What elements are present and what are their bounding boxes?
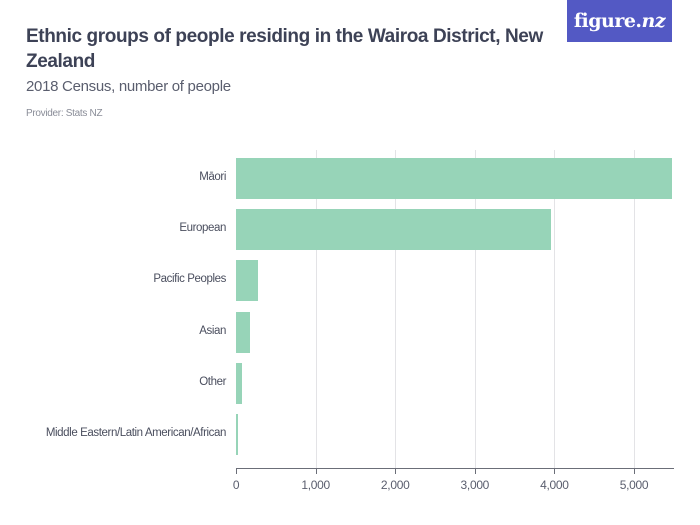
category-label: Pacific Peoples — [153, 273, 226, 286]
chart-subtitle: 2018 Census, number of people — [26, 78, 231, 95]
gridline — [634, 150, 635, 468]
x-tick-label: 3,000 — [460, 478, 490, 492]
category-label: European — [179, 222, 226, 235]
chart-title: Ethnic groups of people residing in the … — [26, 26, 543, 72]
x-tick — [395, 468, 397, 474]
x-tick-label: 0 — [232, 478, 240, 492]
x-axis-line — [236, 468, 674, 469]
category-label: Other — [199, 375, 226, 388]
bar[interactable] — [236, 158, 673, 199]
x-tick — [236, 468, 237, 474]
x-tick-label: 1,000 — [301, 478, 330, 492]
plot-area — [236, 150, 674, 468]
gridline — [315, 150, 317, 468]
category-label: Asian — [199, 324, 226, 337]
bar[interactable] — [236, 260, 258, 302]
bar[interactable] — [236, 414, 238, 455]
x-tick-label: 5,000 — [619, 478, 649, 492]
figure-nz-logo[interactable]: figure. nz — [567, 0, 672, 42]
bar[interactable] — [236, 209, 552, 251]
category-label: Middle Eastern/Latin American/African — [45, 427, 227, 439]
gridline — [474, 150, 476, 468]
logo-text-italic: nz — [641, 10, 666, 32]
x-tick — [634, 468, 635, 474]
x-tick — [474, 468, 476, 474]
bar[interactable] — [236, 362, 243, 404]
provider-label: Provider: Stats NZ — [26, 108, 103, 119]
gridline — [395, 150, 397, 468]
x-tick — [315, 468, 317, 474]
x-tick-label: 4,000 — [540, 478, 569, 492]
x-tick — [554, 468, 556, 474]
x-tick-label: 2,000 — [380, 478, 410, 492]
logo-text: figure. — [573, 10, 642, 32]
category-label: Māori — [199, 171, 226, 183]
gridline — [554, 150, 556, 468]
bar[interactable] — [236, 311, 251, 353]
